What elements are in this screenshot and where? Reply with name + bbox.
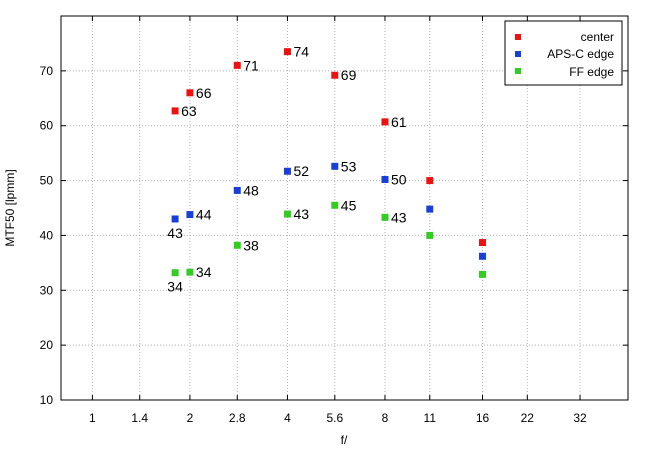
point-ff-edge [381,213,389,221]
x-tick-label: 16 [476,411,490,425]
point-ff-edge [171,269,179,277]
data-label-center: 61 [391,114,407,130]
y-axis-title: MTF50 [lpmm] [3,169,17,246]
data-label-ff-edge: 43 [391,209,407,225]
data-label-center: 66 [196,85,212,101]
point-ff-edge [479,270,487,278]
x-tick-label: 1 [89,411,96,425]
point-ff-edge [426,231,434,239]
data-label-aps-c-edge: 52 [293,163,309,179]
data-label-center: 69 [341,67,357,83]
legend-box [504,20,623,86]
x-tick-label: 2.8 [229,411,246,425]
point-aps-c-edge [283,167,291,175]
point-center [171,107,179,115]
legend-label-aps-c-edge: APS-C edge [547,47,614,61]
legend-label-ff-edge: FF edge [569,65,614,79]
point-aps-c-edge [479,252,487,260]
point-center [381,118,389,126]
data-label-ff-edge: 45 [341,197,357,213]
y-tick-label: 60 [40,119,54,133]
x-tick-label: 32 [573,411,587,425]
data-label-aps-c-edge: 50 [391,171,407,187]
data-label-ff-edge: 43 [293,206,309,222]
data-label-ff-edge: 34 [196,264,212,280]
point-aps-c-edge [186,211,194,219]
x-tick-label: 5.6 [326,411,343,425]
point-ff-edge [331,201,339,209]
legend: center APS-C edge FF edge [504,20,623,86]
point-ff-edge [283,210,291,218]
point-center [426,177,434,185]
y-tick-label: 40 [40,228,54,242]
data-label-center: 74 [293,44,309,60]
point-center [479,239,487,247]
point-aps-c-edge [331,162,339,170]
point-ff-edge [186,268,194,276]
data-points [171,48,487,278]
data-label-center: 63 [181,103,197,119]
point-center [283,48,291,56]
point-aps-c-edge [381,175,389,183]
data-label-aps-c-edge: 44 [196,207,212,223]
x-tick-label: 8 [382,411,389,425]
data-label-ff-edge: 34 [167,279,183,295]
x-tick-label: 2 [187,411,194,425]
point-aps-c-edge [426,205,434,213]
point-center [331,71,339,79]
legend-marker-center [515,34,521,40]
y-tick-label: 70 [40,64,54,78]
data-label-aps-c-edge: 53 [341,158,357,174]
data-labels: 63 66 71 74 69 61 43 44 48 52 53 50 34 34 38 43 45 43 [167,44,406,295]
legend-label-center: center [581,30,614,44]
x-axis-title: f/ [341,433,348,447]
x-tick-label: 11 [424,411,437,425]
y-tick-label: 50 [40,174,54,188]
y-tick-label: 20 [40,338,54,352]
x-tick-label: 4 [284,411,291,425]
data-label-ff-edge: 38 [243,237,259,253]
y-axis-ticks: 10 20 30 40 50 60 70 [40,64,628,407]
data-label-aps-c-edge: 48 [243,182,259,198]
data-label-aps-c-edge: 43 [167,225,183,241]
point-ff-edge [233,241,241,249]
point-aps-c-edge [233,186,241,194]
x-axis-ticks: 1 1.4 2 2.8 4 5.6 8 11 16 22 32 [89,16,587,425]
data-label-center: 71 [243,57,259,73]
legend-marker-ff-edge [515,68,521,74]
legend-marker-aps-c-edge [515,51,521,57]
point-center [186,89,194,97]
x-tick-label: 1.4 [131,411,148,425]
point-aps-c-edge [171,215,179,223]
point-center [233,61,241,69]
x-tick-label: 22 [521,411,535,425]
plot-frame [60,15,629,401]
y-tick-label: 10 [40,393,54,407]
y-tick-label: 30 [40,283,54,297]
